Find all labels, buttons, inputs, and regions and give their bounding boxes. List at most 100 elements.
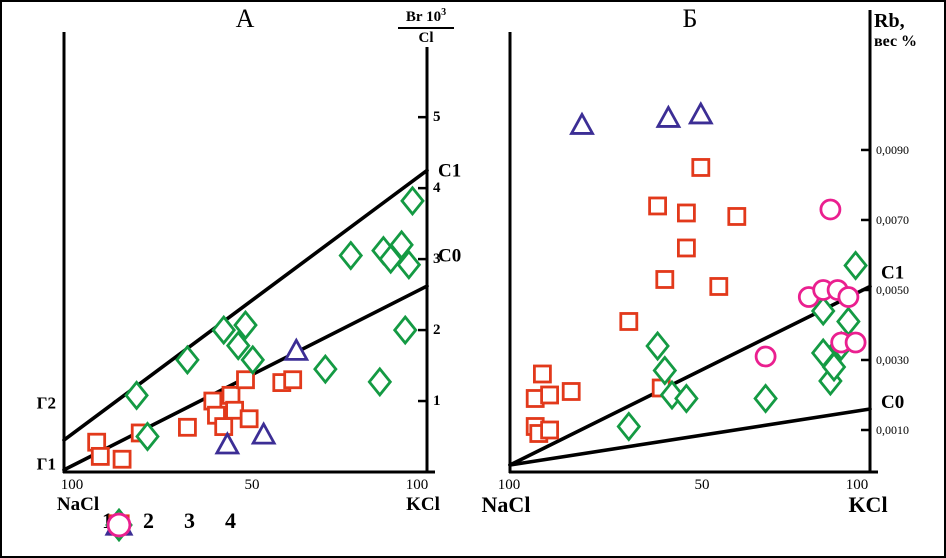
point-triangle xyxy=(283,337,310,361)
point-circle xyxy=(819,198,842,221)
y-tick-label: 1 xyxy=(433,393,441,409)
point-square xyxy=(655,270,675,289)
chart-b-title: Б xyxy=(682,4,698,33)
ref-line-С1 xyxy=(62,168,429,442)
point-square xyxy=(178,417,197,437)
series-3 xyxy=(616,250,868,442)
series-1 xyxy=(525,158,747,443)
chart-a-x-right-tick: 100 xyxy=(405,477,429,493)
chart-a-x-left-label: NaCl xyxy=(56,494,100,515)
y-tick-label: 5 xyxy=(433,109,441,125)
point-diamond xyxy=(225,330,251,361)
legend-circle-icon xyxy=(106,512,132,538)
legend-item-3: 3 xyxy=(105,508,195,542)
y-tick-label: 0,0050 xyxy=(876,283,909,297)
y-tick-label: 0,0030 xyxy=(876,353,909,367)
point-triangle xyxy=(250,421,277,445)
legend-label: 1 xyxy=(102,508,113,533)
series-1 xyxy=(87,370,303,469)
point-triangle xyxy=(569,111,595,135)
y-tick-label: 3 xyxy=(433,251,441,267)
point-diamond xyxy=(843,250,868,281)
point-square xyxy=(236,370,255,390)
chart-a-x-right-label: KCl xyxy=(406,494,440,515)
point-square xyxy=(619,312,639,331)
point-diamond xyxy=(240,344,266,376)
chart-b-x-left-tick: 100 xyxy=(497,477,521,493)
chart-B: 0,0010 0,0030 0,0050 0,0070 0,0090 С1 С0 xyxy=(508,10,909,474)
point-square xyxy=(214,417,234,436)
point-square xyxy=(561,382,581,401)
chart-A: 1 2 3 4 5 С1 С0 Г2 Г1 xyxy=(37,10,461,474)
ref-line-С0 xyxy=(508,407,872,467)
edge-label: Г1 xyxy=(37,454,56,473)
legend-label: 3 xyxy=(184,508,195,533)
point-square xyxy=(239,409,259,429)
point-diamond xyxy=(389,229,414,261)
legend-item-4: 4 xyxy=(106,508,236,538)
series-2 xyxy=(569,101,714,135)
point-diamond xyxy=(836,306,861,337)
y-tick-label: 4 xyxy=(433,180,441,196)
point-diamond xyxy=(674,383,699,414)
chart-b-x-mid-tick: 50 xyxy=(694,477,710,493)
point-square xyxy=(691,158,711,177)
chart-b-x-right-label: KCl xyxy=(848,492,888,517)
point-diamond xyxy=(313,353,338,385)
point-square xyxy=(283,370,303,390)
ref-line-label: С0 xyxy=(438,246,461,267)
y-tick-label: 0,0070 xyxy=(876,213,909,227)
point-triangle xyxy=(655,104,682,128)
chart-a-title: А xyxy=(235,4,255,33)
edge-label: Г2 xyxy=(37,393,56,412)
point-square xyxy=(677,238,696,258)
br-cl-axis-title: Br 103 Cl xyxy=(398,7,454,47)
point-square xyxy=(112,449,132,469)
series-4 xyxy=(754,198,867,368)
point-square xyxy=(533,364,552,384)
point-diamond xyxy=(616,411,642,442)
legend-marker-circle xyxy=(106,512,132,538)
point-diamond xyxy=(211,314,237,346)
legend-label: 4 xyxy=(225,508,236,533)
legend: 1 2 3 4 xyxy=(102,508,252,542)
y-tick-label: 2 xyxy=(433,322,441,338)
point-square xyxy=(648,196,667,216)
point-triangle xyxy=(214,431,241,455)
point-square xyxy=(90,446,110,466)
point-square xyxy=(709,277,729,296)
br-axis-title-denominator: Cl xyxy=(418,30,434,46)
y-tick-label: 0,0090 xyxy=(876,143,909,157)
point-circle xyxy=(844,331,867,354)
ref-line-label: С1 xyxy=(881,262,904,283)
legend-label: 2 xyxy=(143,508,154,533)
legend-item-2: 2 xyxy=(104,508,154,536)
point-diamond xyxy=(821,351,847,383)
ref-line-label: С1 xyxy=(438,160,461,181)
point-diamond xyxy=(135,421,160,452)
point-square xyxy=(677,203,696,223)
point-diamond xyxy=(400,185,425,217)
point-diamond xyxy=(175,344,200,376)
point-diamond xyxy=(810,295,836,327)
chart-a-x-left-tick: 100 xyxy=(60,477,84,493)
point-triangle xyxy=(687,101,714,125)
point-diamond xyxy=(753,383,778,414)
chart-b-x-left-label: NaCl xyxy=(481,492,531,517)
point-square xyxy=(540,420,559,440)
point-circle xyxy=(754,345,777,368)
point-diamond xyxy=(396,249,422,281)
ref-line-С1 xyxy=(508,284,872,467)
point-diamond xyxy=(367,366,393,398)
point-circle xyxy=(837,286,860,308)
point-diamond xyxy=(645,330,670,362)
point-diamond xyxy=(124,380,149,411)
chart-a-x-mid-tick: 50 xyxy=(244,477,260,493)
br-axis-title-numerator: Br 103 xyxy=(398,7,454,29)
point-square xyxy=(540,385,559,405)
point-diamond xyxy=(652,355,678,386)
series-2 xyxy=(214,337,310,455)
chart-b-x-right-tick: 100 xyxy=(845,477,869,493)
